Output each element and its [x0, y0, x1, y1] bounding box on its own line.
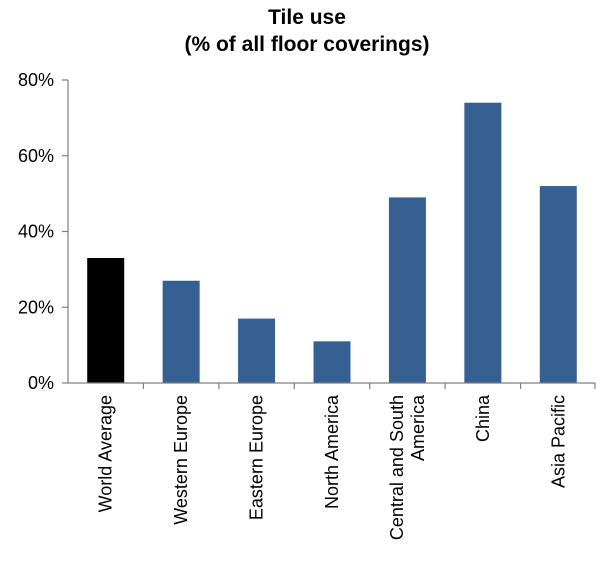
- bar-series: [87, 102, 577, 383]
- y-axis: 0% 20% 40% 60% 80%: [18, 70, 596, 393]
- x-category-label: Asia Pacific: [548, 395, 568, 488]
- y-tick-label: 20%: [18, 297, 54, 317]
- bar: [162, 280, 200, 383]
- x-axis-labels: World Average Western Europe Eastern Europ…: [96, 394, 569, 540]
- y-tick-label: 40%: [18, 222, 54, 242]
- bar: [539, 186, 577, 383]
- x-category-label: America: [408, 394, 428, 461]
- bar: [464, 102, 502, 383]
- x-category-label: China: [473, 394, 493, 442]
- y-tick-label: 80%: [18, 70, 54, 90]
- chart-title-line-2: (% of all floor coverings): [184, 33, 429, 56]
- x-category-label: Eastern Europe: [247, 395, 267, 520]
- y-tick-label: 0%: [28, 373, 54, 393]
- bar: [313, 341, 351, 383]
- bar: [388, 197, 426, 383]
- x-category-label: World Average: [96, 395, 116, 512]
- x-category-label: Western Europe: [171, 395, 191, 525]
- chart-title-line-1: Tile use: [268, 6, 346, 29]
- y-tick-label: 60%: [18, 146, 54, 166]
- x-category-label: North America: [322, 394, 342, 509]
- bar: [87, 258, 125, 383]
- bar: [238, 318, 276, 383]
- x-category-label: Central and South: [387, 395, 407, 540]
